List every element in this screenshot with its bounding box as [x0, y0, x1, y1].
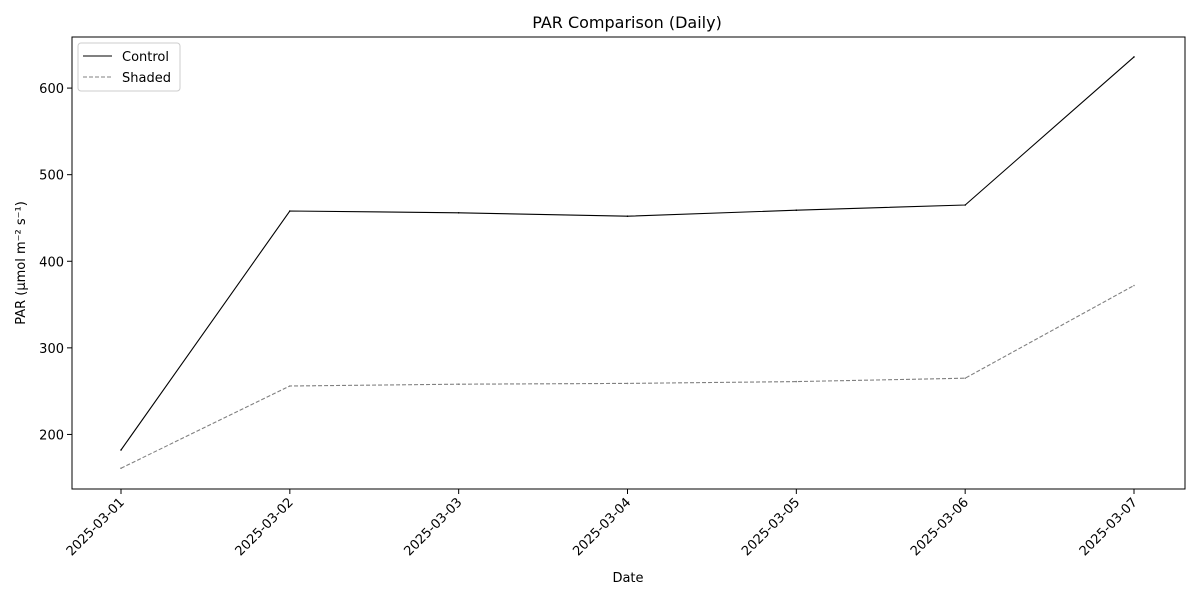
data-point-shaded [795, 380, 798, 383]
data-point-shaded [964, 377, 966, 380]
y-tick-label: 200 [39, 428, 64, 443]
data-point-shaded [457, 383, 460, 386]
data-point-shaded [289, 385, 291, 387]
y-tick-label: 600 [39, 82, 64, 97]
data-point-control [626, 215, 629, 217]
y-axis: 200 300 400 500 600 [39, 82, 72, 443]
data-point-control [289, 210, 291, 212]
y-axis-label: PAR (µmol m⁻² s⁻¹) [14, 201, 29, 325]
x-tick-label: 2025-03-07 [1077, 495, 1141, 559]
legend-label: Control [122, 50, 169, 65]
series-line-shaded [120, 285, 1135, 469]
x-tick-label: 2025-03-05 [739, 495, 803, 559]
legend-label: Shaded [122, 71, 171, 86]
data-point-control [795, 209, 798, 211]
x-tick-label: 2025-03-06 [908, 495, 972, 559]
x-tick-label: 2025-03-01 [64, 495, 128, 559]
x-tick-label: 2025-03-02 [233, 495, 297, 559]
legend-box [77, 42, 181, 92]
data-point-shaded [1133, 284, 1135, 287]
x-tick-label: 2025-03-03 [401, 495, 465, 559]
x-axis-label: Date [612, 571, 643, 586]
data-point-control [964, 204, 966, 206]
data-point-shaded [626, 382, 629, 385]
x-tick-label: 2025-03-04 [570, 495, 634, 559]
data-point-shaded [120, 467, 122, 470]
x-axis: 2025-03-01 2025-03-02 2025-03-03 2025-03-04… [64, 489, 1141, 559]
plot-frame [71, 36, 1186, 490]
series-line-control [120, 56, 1135, 451]
data-point-control [120, 449, 122, 451]
y-tick-label: 500 [39, 169, 64, 184]
chart-title: PAR Comparison (Daily) [532, 13, 722, 32]
y-tick-label: 400 [39, 255, 64, 270]
data-point-control [1133, 56, 1135, 58]
y-tick-label: 300 [39, 342, 64, 357]
legend: Control Shaded [77, 42, 181, 92]
data-point-control [457, 212, 460, 214]
plot-area [120, 56, 1135, 470]
